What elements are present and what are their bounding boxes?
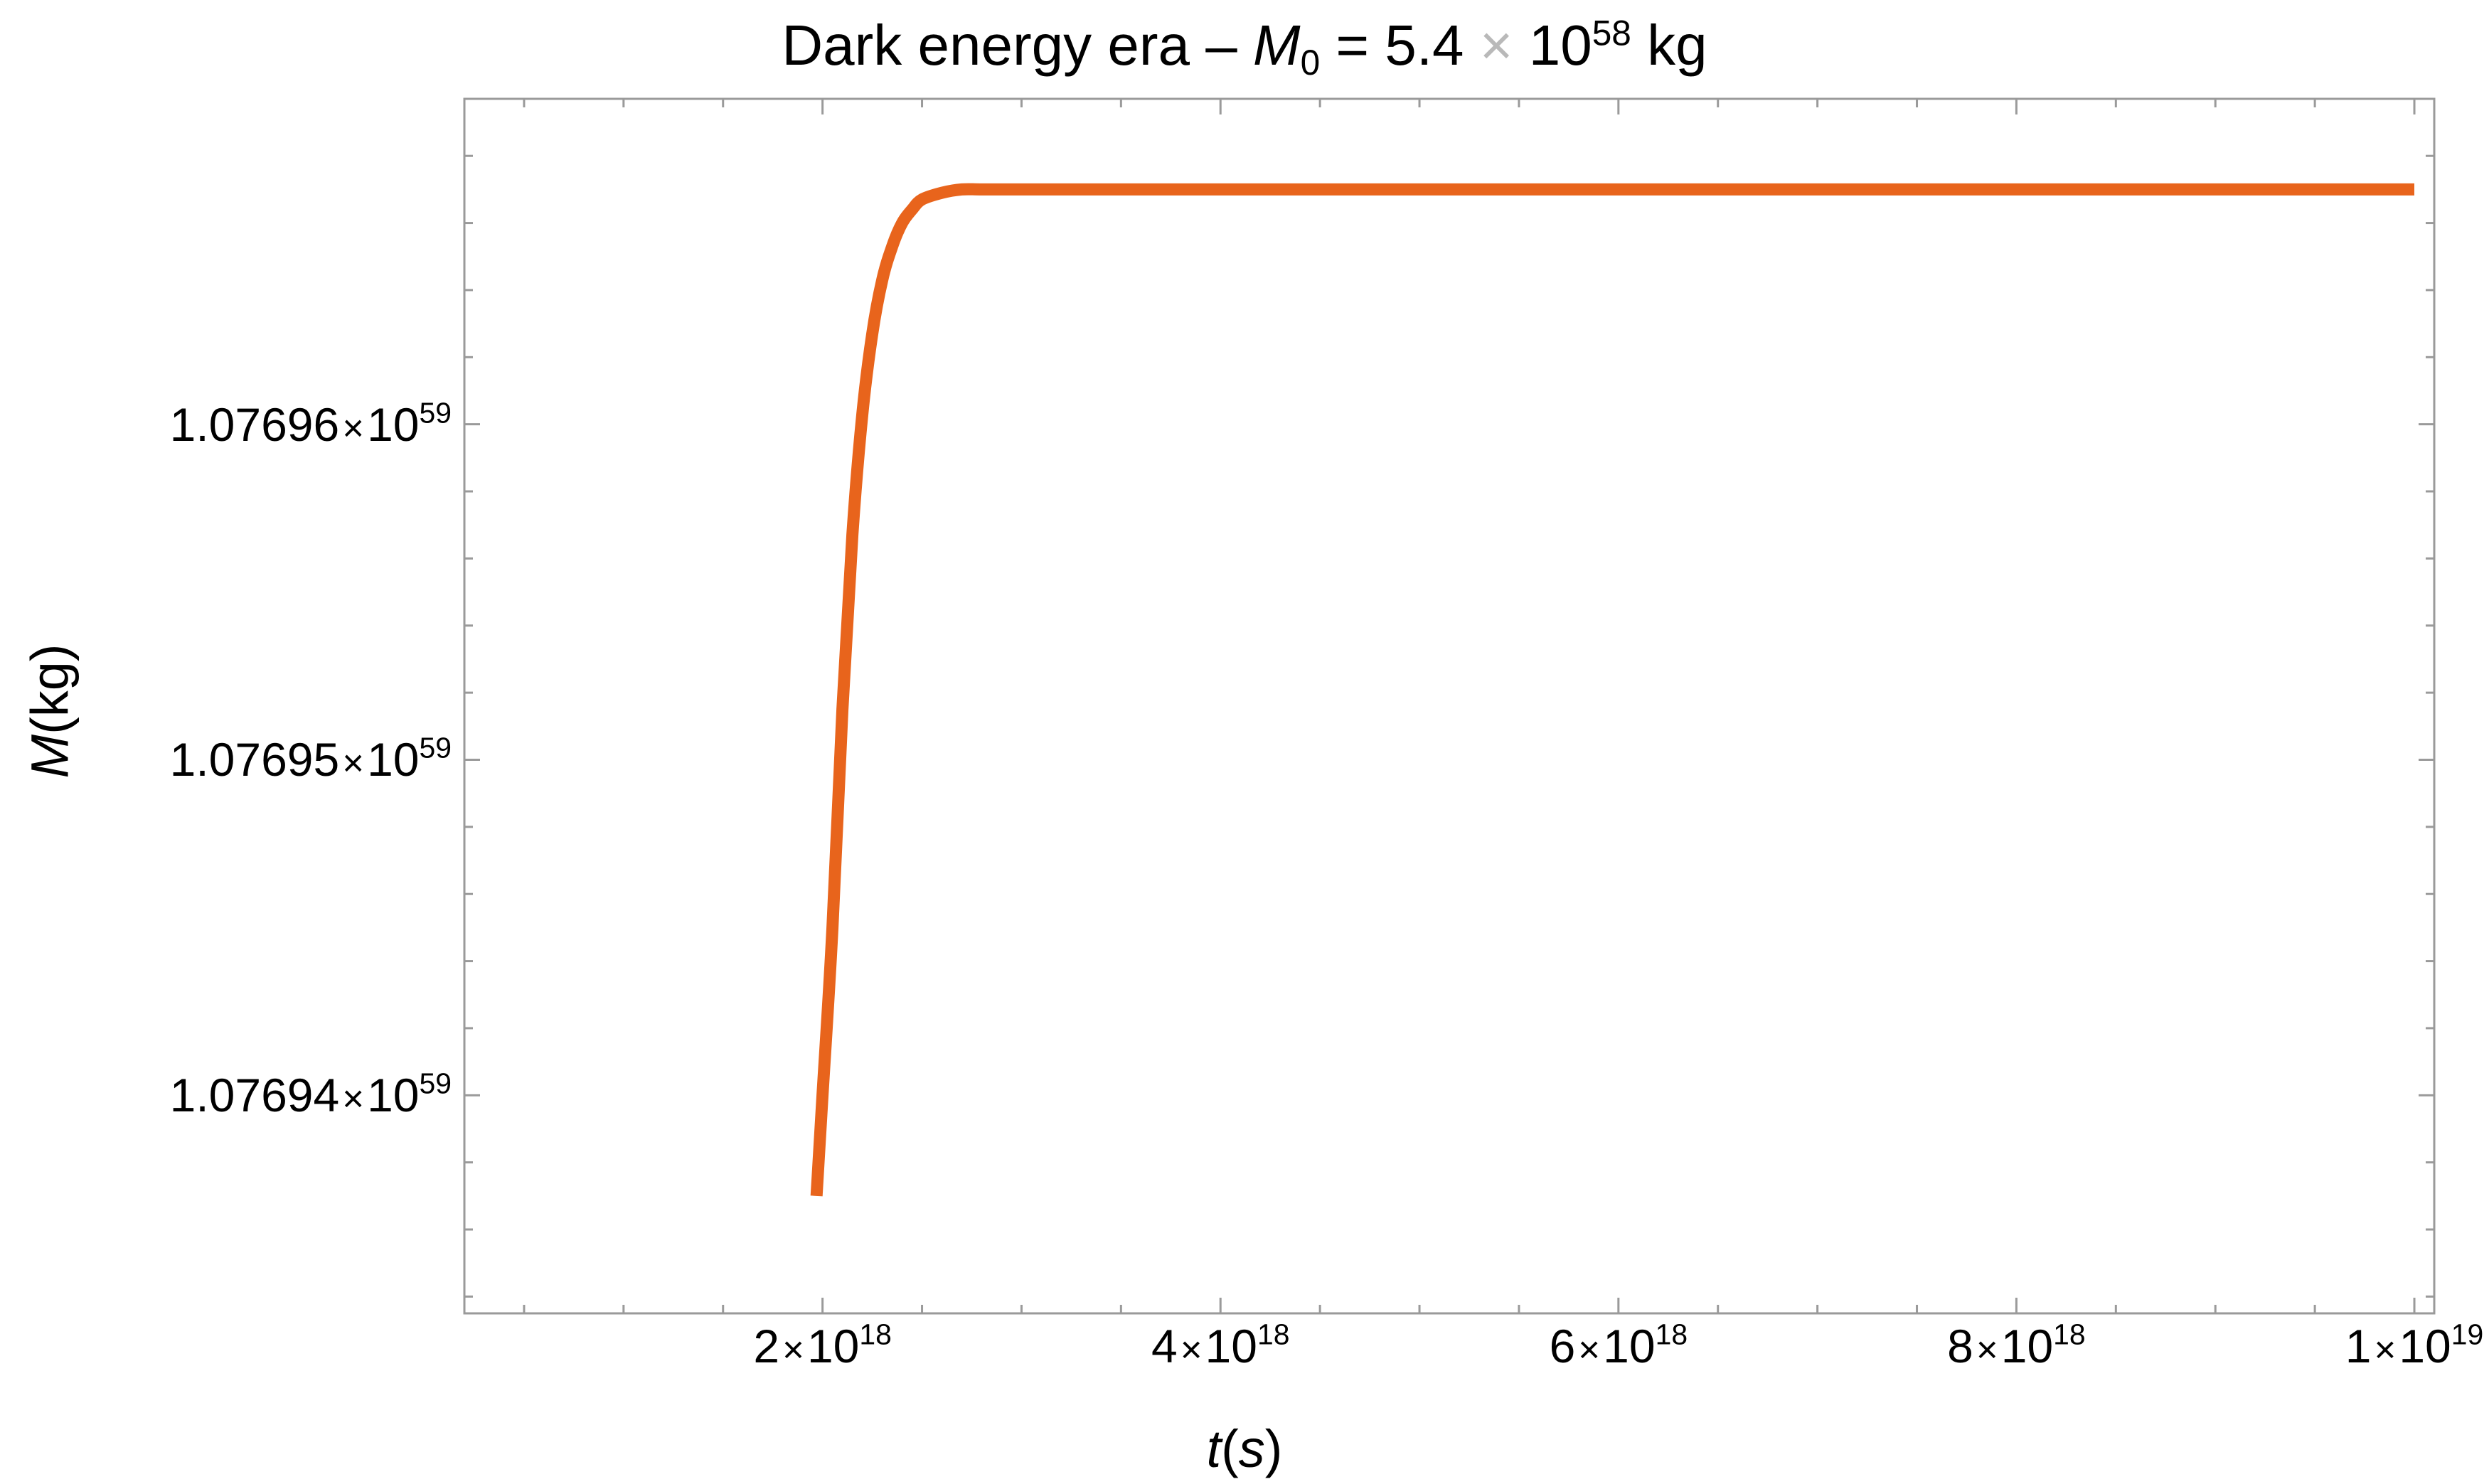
x-axis-label: t(s) <box>1206 1419 1283 1478</box>
x-tick-label: 8×1018 <box>1947 1318 2086 1372</box>
x-tick-label: 6×1018 <box>1549 1318 1688 1372</box>
plot-frame <box>463 97 2436 1315</box>
x-tick-label: 4×1018 <box>1151 1318 1290 1372</box>
chart-title: Dark energy era – M0 = 5.4 × 1058 kg <box>782 13 1707 82</box>
series-line <box>810 183 2414 1197</box>
y-tick-label: 1.07696×1059 <box>169 396 452 451</box>
y-tick-label: 1.07694×1059 <box>169 1067 452 1122</box>
x-tick-label: 2×1018 <box>753 1318 892 1372</box>
y-tick-label: 1.07695×1059 <box>169 732 452 786</box>
tick-marks <box>464 99 2434 1313</box>
x-tick-label: 1×1019 <box>2345 1318 2484 1372</box>
y-axis-label: M(kg) <box>20 644 80 779</box>
